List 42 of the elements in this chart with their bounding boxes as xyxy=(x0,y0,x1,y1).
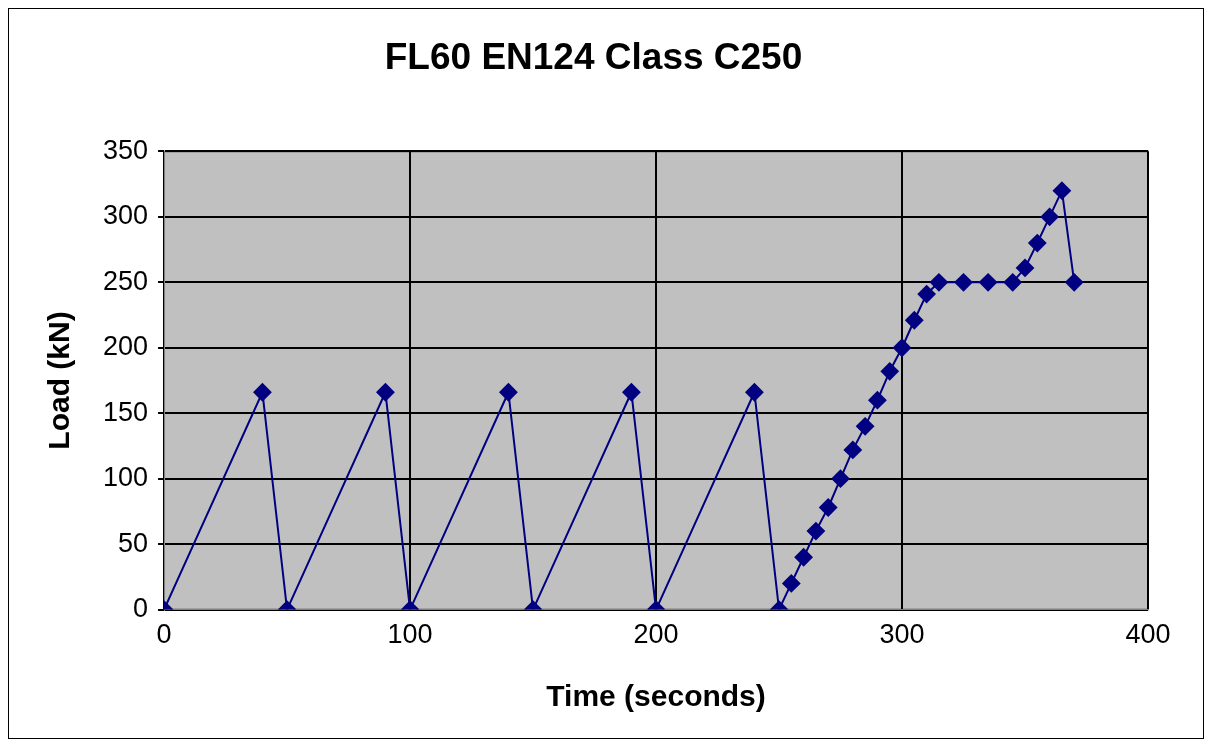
point xyxy=(856,417,875,436)
chart-title: FL60 EN124 Class C250 xyxy=(384,36,803,78)
point xyxy=(1003,273,1022,292)
y-tick-label: 250 xyxy=(102,265,149,296)
y-tick-label: 0 xyxy=(133,593,149,624)
point xyxy=(880,362,899,381)
x-tick-label: 200 xyxy=(633,619,679,650)
point xyxy=(819,498,838,517)
y-tick-label: 150 xyxy=(102,396,149,427)
point xyxy=(954,273,973,292)
point xyxy=(622,383,641,402)
point xyxy=(905,311,924,330)
x-tick-label: 300 xyxy=(879,619,925,650)
point xyxy=(1065,273,1084,292)
x-tick-label: 100 xyxy=(387,619,433,650)
point xyxy=(806,522,825,541)
y-axis-title: Load (kN) xyxy=(42,311,76,450)
y-tick-label: 200 xyxy=(102,331,149,362)
x-axis-title: Time (seconds) xyxy=(546,679,766,713)
point xyxy=(376,383,395,402)
point xyxy=(893,338,912,357)
point xyxy=(1028,234,1047,253)
point xyxy=(831,469,850,488)
point xyxy=(917,285,936,304)
point xyxy=(499,383,518,402)
x-tick-label: 0 xyxy=(156,619,172,650)
point xyxy=(929,273,948,292)
point xyxy=(794,548,813,567)
y-tick-label: 100 xyxy=(102,462,149,493)
x-tick-label: 400 xyxy=(1125,619,1171,650)
y-tick-label: 300 xyxy=(102,200,149,231)
y-tick-label: 50 xyxy=(118,527,149,558)
y-tick-label: 350 xyxy=(102,134,149,165)
point xyxy=(1040,207,1059,226)
point xyxy=(782,574,801,593)
point xyxy=(843,440,862,459)
point xyxy=(868,391,887,410)
point xyxy=(745,383,764,402)
point xyxy=(1052,181,1071,200)
point xyxy=(253,383,272,402)
point xyxy=(979,273,998,292)
point xyxy=(1016,258,1035,277)
